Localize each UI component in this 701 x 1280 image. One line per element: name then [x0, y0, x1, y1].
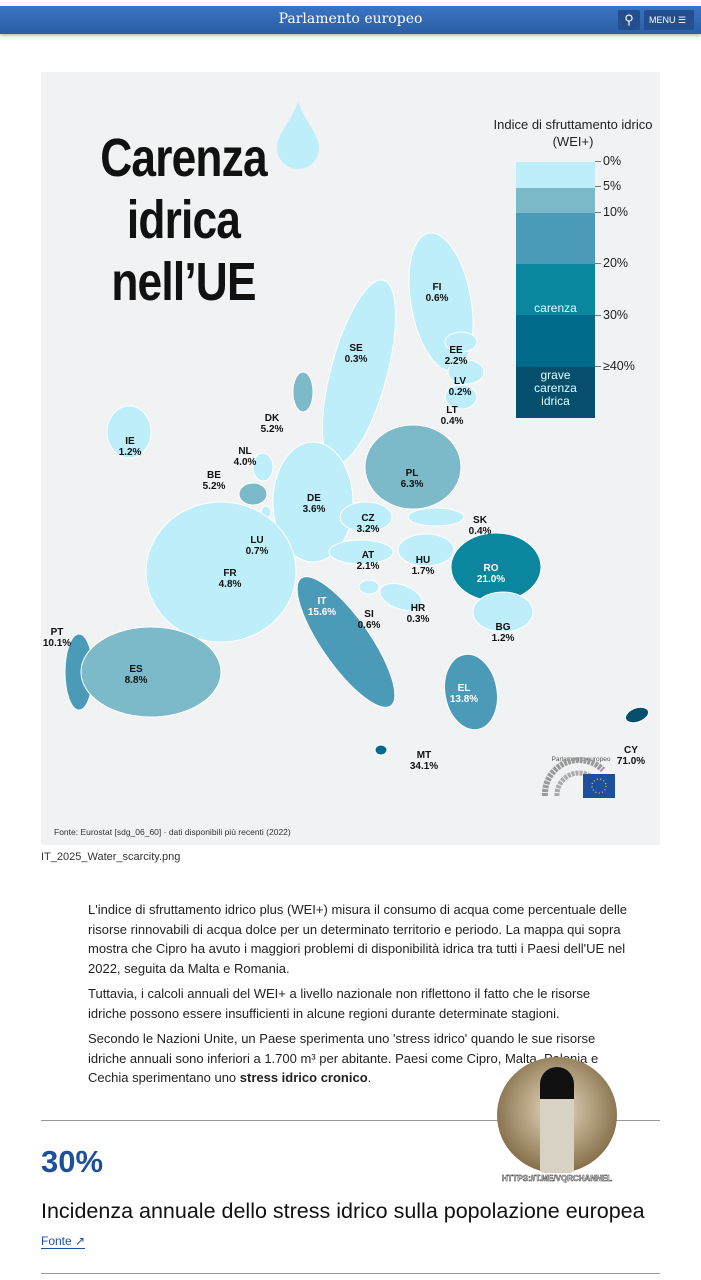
image-caption: IT_2025_Water_scarcity.png — [41, 851, 181, 863]
legend-title: Indice di sfruttamento idrico (WEI+) — [493, 117, 653, 149]
country-shape-fr — [145, 501, 297, 643]
country-label-es: ES 8.8% — [124, 664, 148, 686]
country-shape-cz — [339, 501, 393, 533]
country-shape-es — [80, 626, 222, 718]
parliament-logo: Parlamento europeo — [541, 756, 621, 798]
source-link[interactable]: Fonte ↗ — [41, 1234, 86, 1249]
watermark-avatar — [497, 1057, 617, 1173]
country-label-hr: HR 0.3% — [406, 603, 430, 625]
water-drop-icon — [277, 102, 319, 169]
legend-band-40: grave carenza idrica — [516, 367, 595, 418]
country-shape-pl — [364, 424, 462, 510]
search-button[interactable]: ⚲ — [618, 10, 640, 30]
country-label-lt: LT 0.4% — [440, 405, 464, 427]
watermark-text: HTTPS://T.ME/VQRCHANNEL — [501, 1174, 613, 1184]
country-shape-be — [238, 482, 268, 506]
legend-band-10-20 — [516, 213, 595, 264]
country-shape-lt — [444, 384, 478, 410]
country-label-ro: RO 21.0% — [476, 563, 506, 585]
legend-band-0-5 — [516, 162, 595, 188]
country-label-mt: MT 34.1% — [409, 750, 439, 772]
country-label-fi: FI 0.6% — [425, 282, 449, 304]
hamburger-icon: ☰ — [678, 15, 687, 25]
country-label-el: EL 13.8% — [449, 683, 479, 705]
stat-label: Incidenza annuale dello stress idrico su… — [41, 1199, 645, 1223]
country-shape-ie — [106, 405, 152, 459]
country-shape-si — [358, 579, 380, 595]
country-label-si: SI 0.6% — [357, 609, 381, 631]
legend-tick: 20% — [594, 256, 629, 270]
search-icon: ⚲ — [624, 12, 634, 27]
country-label-cz: CZ 3.2% — [356, 513, 380, 535]
legend-band-5-10 — [516, 188, 595, 213]
country-label-sk: SK 0.4% — [468, 515, 492, 537]
legend-band-20-30: carenza idrica — [516, 264, 595, 328]
site-title[interactable]: Parlamento europeo — [278, 11, 423, 27]
country-label-at: AT 2.1% — [356, 550, 380, 572]
stat-value: 30% — [41, 1144, 104, 1179]
country-shape-nl — [252, 452, 274, 482]
map-source: Fonte: Eurostat [sdg_06_60] · dati dispo… — [54, 827, 291, 837]
legend-band-30-40 — [516, 315, 595, 367]
country-shape-it — [296, 576, 396, 708]
menu-button[interactable]: MENU ☰ — [644, 10, 694, 30]
legend-bar: carenza idrica grave carenza idrica — [516, 162, 595, 418]
divider — [41, 1273, 660, 1274]
country-label-se: SE 0.3% — [344, 343, 368, 365]
legend-tick: 5% — [594, 179, 622, 193]
country-label-it: IT 15.6% — [307, 596, 337, 618]
divider — [41, 1120, 660, 1121]
water-scarcity-map: Carenza idrica nell’UE FI 0.6% SE 0.3% EE 2.2% L… — [41, 72, 660, 845]
country-label-lv: LV 0.2% — [448, 376, 472, 398]
country-label-pl: PL 6.3% — [400, 468, 424, 490]
country-shape-el — [444, 653, 498, 731]
country-shape-cy — [624, 706, 650, 724]
article-body: L'indice di sfruttamento idrico plus (WE… — [88, 902, 627, 1085]
country-label-bg: BG 1.2% — [491, 622, 515, 644]
top-bar: Parlamento europeo ⚲ MENU ☰ — [0, 6, 701, 34]
country-shape-sk — [407, 507, 465, 527]
legend-tick: 10% — [594, 205, 629, 219]
external-link-icon: ↗ — [75, 1234, 86, 1248]
country-shape-dk — [292, 371, 314, 413]
country-shape-at — [328, 539, 394, 565]
country-label-hu: HU 1.7% — [411, 555, 435, 577]
legend-tick: 30% — [594, 308, 629, 322]
legend-tick: ≥40% — [595, 359, 635, 373]
country-label-ee: EE 2.2% — [444, 345, 468, 367]
country-shape-mt — [374, 744, 388, 756]
hemicycle-eu-flag-icon — [541, 757, 615, 798]
country-shape-de — [272, 441, 354, 563]
map-title: Carenza idrica nell’UE — [100, 128, 267, 312]
country-shape-hu — [397, 533, 455, 567]
map-shapes — [64, 102, 650, 756]
country-label-fr: FR 4.8% — [218, 568, 242, 590]
country-label-lu: LU 0.7% — [245, 535, 269, 557]
country-shape-ee — [444, 331, 478, 353]
country-label-pt: PT 10.1% — [42, 627, 72, 649]
country-shape-bg — [472, 591, 534, 633]
country-shape-hr — [379, 582, 423, 612]
country-label-dk: DK 5.2% — [260, 413, 284, 435]
country-label-de: DE 3.6% — [302, 493, 326, 515]
country-label-be: BE 5.2% — [202, 470, 226, 492]
legend-tick: 0% — [594, 154, 622, 168]
country-label-nl: NL 4.0% — [233, 446, 257, 468]
country-label-cy: CY 71.0% — [616, 745, 646, 767]
country-shape-lv — [447, 359, 485, 385]
country-label-ie: IE 1.2% — [118, 436, 142, 458]
